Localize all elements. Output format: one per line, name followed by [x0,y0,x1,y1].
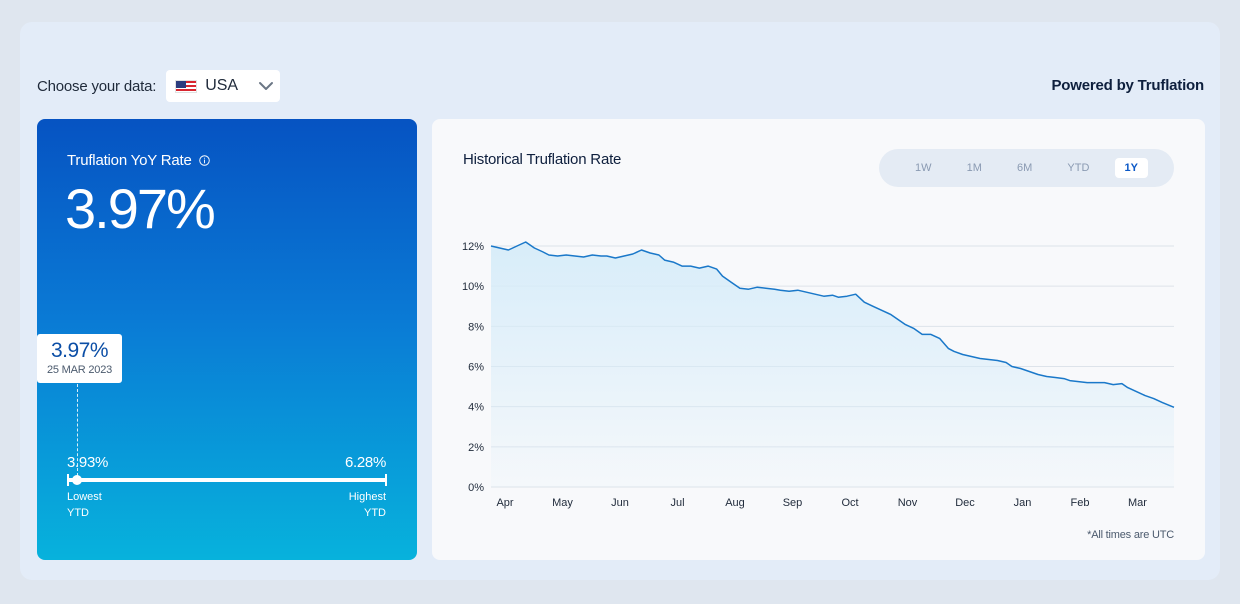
x-tick-label: Aug [725,497,745,509]
yoy-rate-title-row: Truflation YoY Rate [67,152,210,169]
x-tick-label: May [552,497,573,509]
country-select-value: USA [205,77,239,94]
x-tick-label: Feb [1071,497,1090,509]
range-tab-ytd[interactable]: YTD [1067,162,1090,174]
series-line [490,241,1175,408]
chart-title: Historical Truflation Rate [463,151,622,168]
x-tick-label: Sep [783,497,803,509]
range-high-value: 6.28% [344,454,386,471]
range-low-value: 3.93% [67,454,109,471]
y-tick-label: 8% [468,321,484,333]
range-tab-1w[interactable]: 1W [915,162,932,174]
range-high-label: Highest YTD [349,489,386,521]
y-tick-label: 12% [462,241,484,253]
historical-rate-chart: 0% 2% 4% 6% 8% 10% 12% Apr May Jun Jul Aug Sep Oct Nov… [462,241,1175,509]
y-tick-label: 10% [462,281,484,293]
range-track [67,478,387,482]
data-selector-row: Choose your data: USA [37,70,281,102]
range-low-label: Lowest YTD [67,489,102,521]
info-icon[interactable] [198,155,210,166]
range-tab-6m[interactable]: 6M [1017,162,1033,174]
range-start-cap [67,474,69,486]
y-tick-label: 6% [468,362,484,374]
historical-chart-card: Historical Truflation Rate 1W 1M 6M YTD 1Y 0… [432,119,1205,560]
x-tick-label: Dec [955,497,975,509]
y-tick-label: 4% [468,402,484,414]
powered-by-label: Powered by Truflation [1051,77,1205,94]
tooltip-date: 25 MAR 2023 [46,364,113,376]
y-tick-label: 2% [468,442,484,454]
x-tick-label: Jun [611,497,629,509]
yoy-rate-title: Truflation YoY Rate [67,152,192,169]
x-tick-label: Oct [841,497,858,509]
choose-data-label: Choose your data: [37,77,157,95]
series-area [491,242,1174,487]
range-low-label-line2: YTD [67,507,89,519]
x-tick-label: Nov [898,497,918,509]
range-current-knob [72,475,83,485]
range-high-label-line1: Highest [348,491,386,503]
range-tab-1m[interactable]: 1M [966,162,982,174]
x-tick-label: Jan [1014,497,1032,509]
us-flag-icon [175,79,198,93]
tooltip-dashed-pointer [77,384,78,476]
y-tick-label: 0% [468,482,484,494]
x-tick-label: Apr [496,497,513,509]
time-range-tabs: 1W 1M 6M YTD 1Y [879,149,1174,187]
x-tick-label: Mar [1128,497,1147,509]
tooltip-value: 3.97% [50,339,109,362]
range-tab-1y[interactable]: 1Y [1114,158,1148,178]
yoy-rate-value: 3.97% [65,177,216,240]
utc-footnote: *All times are UTC [1087,529,1174,541]
current-rate-tooltip: 3.97% 25 MAR 2023 [37,334,122,383]
country-select[interactable]: USA [166,70,281,102]
x-tick-label: Jul [670,497,684,509]
range-high-label-line2: YTD [364,507,386,519]
range-end-cap [385,474,387,486]
chevron-down-icon[interactable] [258,78,274,94]
range-low-label-line1: Lowest [67,491,102,503]
yoy-rate-card: Truflation YoY Rate 3.97% 3.97% 25 MAR 2… [37,119,417,560]
